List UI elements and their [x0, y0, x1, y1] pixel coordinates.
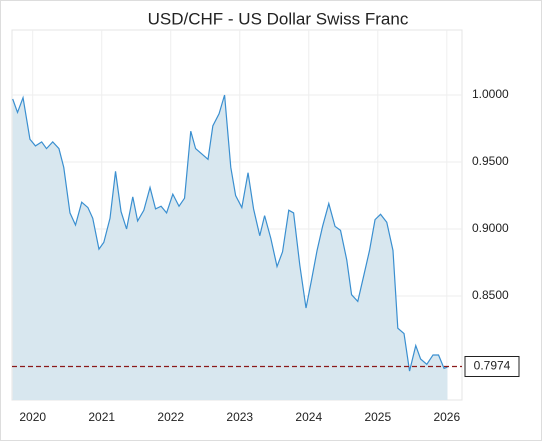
y-tick-label: 0.8500 — [472, 288, 509, 302]
x-tick-label: 2020 — [19, 410, 46, 424]
x-tick-label: 2022 — [157, 410, 184, 424]
x-tick-label: 2024 — [295, 410, 322, 424]
y-tick-label: 0.9000 — [472, 221, 509, 235]
current-value-box — [464, 355, 520, 377]
x-tick-label: 2026 — [433, 410, 460, 424]
x-tick-label: 2021 — [88, 410, 115, 424]
area-fill — [12, 94, 448, 400]
price-line — [12, 94, 448, 372]
chart-title: USD/CHF - US Dollar Swiss Franc — [148, 9, 409, 28]
y-tick-label: 1.0000 — [472, 87, 509, 101]
current-value-label: 0.7974 — [474, 359, 511, 373]
x-tick-label: 2025 — [364, 410, 391, 424]
x-tick-label: 2023 — [226, 410, 253, 424]
y-tick-label: 0.9500 — [472, 154, 509, 168]
